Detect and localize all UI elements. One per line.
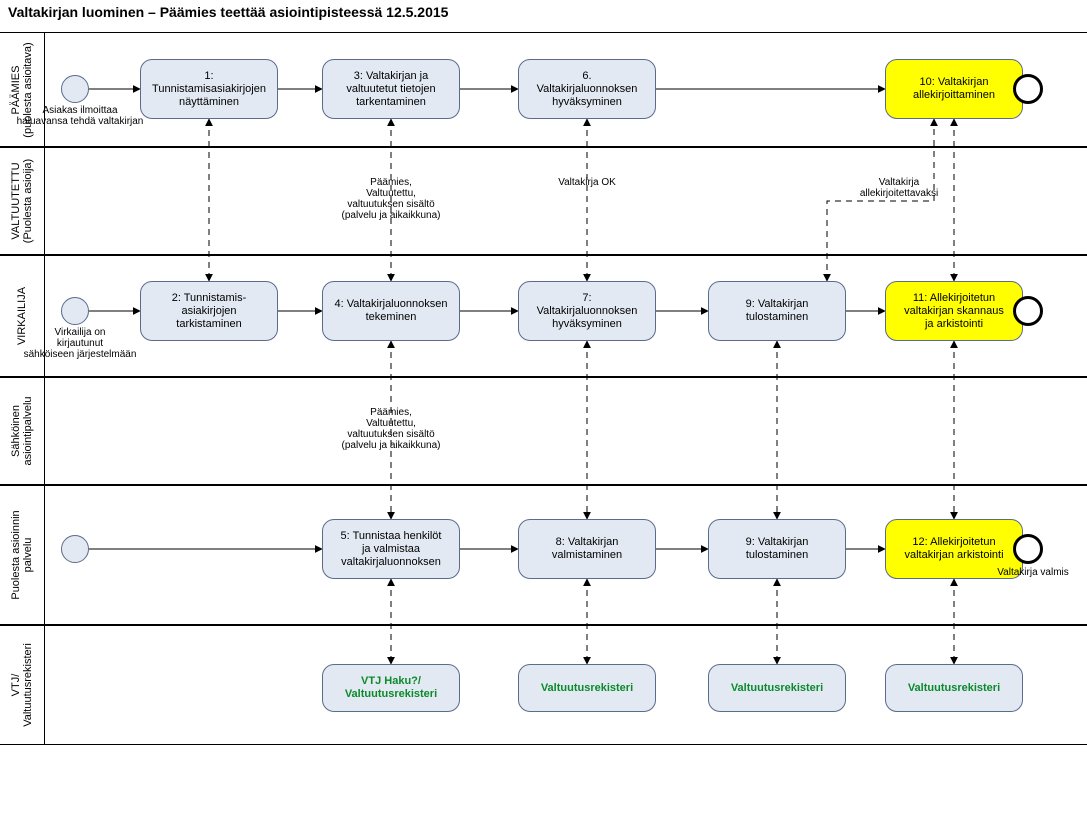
start-event [61,535,89,563]
end-event [1013,296,1043,326]
message-label: Valtakirjaallekirjoitettavaksi [819,177,979,199]
task-n9b: 9: Valtakirjantulostaminen [708,519,846,579]
task-n4: 4: Valtakirjaluonnoksentekeminen [322,281,460,341]
task-r2: Valtuutusrekisteri [518,664,656,712]
task-n7: 7:Valtakirjaluonnoksenhyväksyminen [518,281,656,341]
message-label: Valtakirja OK [507,177,667,188]
message-label: Päämies,Valtuutettu,valtuutuksen sisältö… [311,177,471,221]
lane: Sähköinenasiointipalvelu [0,377,1087,485]
lane-label: VTJ/Valtuutusrekisteri [10,643,34,727]
lane-label: Puolesta asioinninpalvelu [10,510,34,599]
task-n9a: 9: Valtakirjantulostaminen [708,281,846,341]
message-label: Päämies,Valtuutettu,valtuutuksen sisältö… [311,407,471,451]
end-event [1013,534,1043,564]
start-event [61,297,89,325]
lane-label: VALTUUTETTU(Puolesta asioija) [10,159,34,243]
task-n3: 3: Valtakirjan javaltuutetut tietojentar… [322,59,460,119]
lane: VALTUUTETTU(Puolesta asioija) [0,147,1087,255]
task-n2: 2: Tunnistamis-asiakirjojentarkistaminen [140,281,278,341]
diagram-title: Valtakirjan luominen – Päämies teettää a… [8,4,448,20]
lane-label: Sähköinenasiointipalvelu [10,396,34,465]
task-n5: 5: Tunnistaa henkilötja valmistaavaltaki… [322,519,460,579]
task-n6: 6.Valtakirjaluonnoksenhyväksyminen [518,59,656,119]
task-r1: VTJ Haku?/Valtuutusrekisteri [322,664,460,712]
start-label: Asiakas ilmoittaahaluavansa tehdä valtak… [15,105,145,127]
start-label: Virkailija onkirjautunutsähköiseen järje… [15,327,145,360]
end-label: Valtakirja valmis [988,567,1078,578]
start-event [61,75,89,103]
task-n1: 1:Tunnistamisasiakirjojennäyttäminen [140,59,278,119]
task-r4: Valtuutusrekisteri [885,664,1023,712]
task-n10: 10: Valtakirjanallekirjoittaminen [885,59,1023,119]
end-event [1013,74,1043,104]
task-n11: 11: Allekirjoitetunvaltakirjan skannausj… [885,281,1023,341]
task-r3: Valtuutusrekisteri [708,664,846,712]
task-n8: 8: Valtakirjanvalmistaminen [518,519,656,579]
